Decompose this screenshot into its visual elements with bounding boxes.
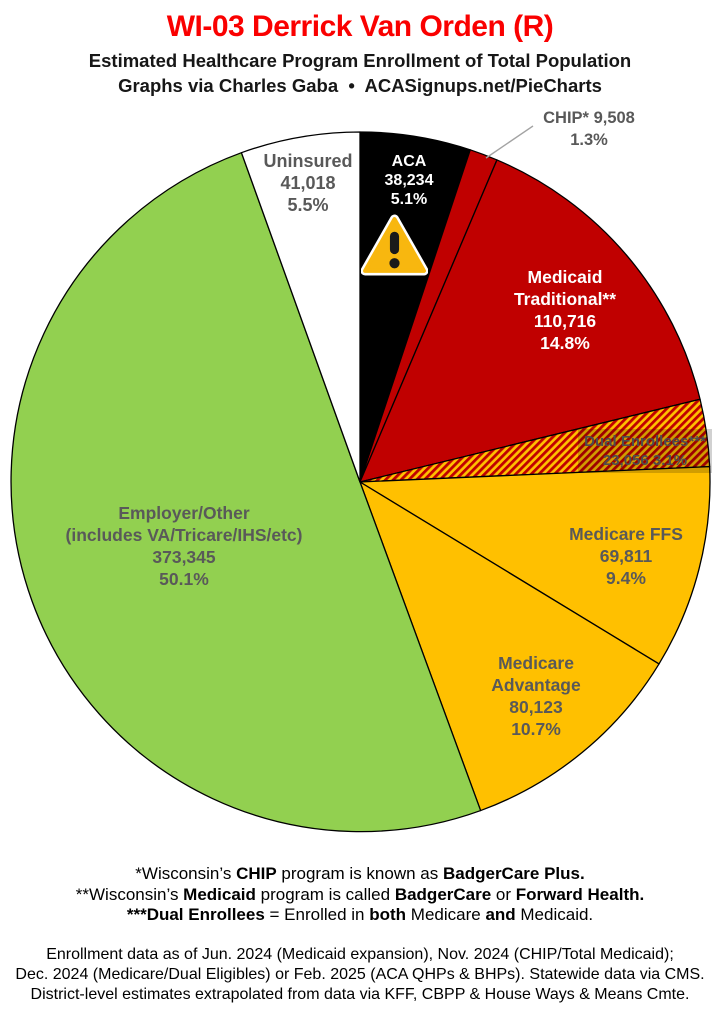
label-line-pct: 50.1% (159, 569, 209, 589)
label-line-value: 38,234 (384, 172, 434, 189)
footnote-line-2: **Wisconsin’s Medicaid program is called… (75, 884, 645, 904)
label-line-value: 110,716 (533, 311, 597, 331)
label-line-value: 69,811 (599, 546, 653, 566)
slice-label-employer-other: Employer/Other (includes VA/Tricare/IHS/… (66, 502, 303, 590)
slice-label-dual-enrollees: Dual Enrollees*** 23,056 3.1% (578, 429, 712, 473)
label-line-pct: 14.8% (540, 333, 590, 353)
label-line-name: ACA (391, 153, 427, 170)
slice-label-medicare-ffs: Medicare FFS 69,811 9.4% (569, 523, 683, 589)
pie-slice-medicaid-traditional (359, 159, 701, 483)
label-line-value: 373,345 (152, 547, 216, 567)
source-line-1: Enrollment data as of Jun. 2024 (Medicai… (46, 946, 674, 963)
warning-triangle-icon (360, 214, 429, 278)
source-line-2: Dec. 2024 (Medicare/Dual Eligibles) or F… (15, 966, 705, 983)
label-line-pct: 1.3% (570, 131, 608, 149)
label-line-value-pct: 23,056 3.1% (602, 452, 688, 469)
label-line-name-value: CHIP* 9,508 (543, 109, 635, 127)
label-line-pct: 5.1% (390, 191, 428, 208)
slice-label-medicaid-traditional: Medicaid Traditional** 110,716 14.8% (514, 266, 616, 354)
pie-slice-medicare-ffs (359, 465, 711, 665)
page-title: WI-03 Derrick Van Orden (R) (166, 10, 554, 43)
chip-leader-line (485, 125, 534, 159)
label-line-name2: Traditional** (513, 289, 617, 309)
footnotes: *Wisconsin’s CHIP program is known as Ba… (0, 864, 720, 926)
slice-label-uninsured: Uninsured 41,018 5.5% (263, 150, 352, 216)
label-line-pct: 5.5% (287, 195, 329, 215)
slice-label-medicare-advantage: Medicare Advantage 80,123 10.7% (491, 652, 580, 740)
label-line-pct: 10.7% (511, 719, 561, 739)
label-line-name: Uninsured (263, 151, 353, 171)
source-note: Enrollment data as of Jun. 2024 (Medicai… (0, 945, 720, 1005)
subtitle: Estimated Healthcare Program Enrollment … (88, 50, 632, 71)
label-line-name2: (includes VA/Tricare/IHS/etc) (65, 525, 303, 545)
label-line-name: Medicaid (527, 267, 603, 287)
pie-slice-medicare-advantage (359, 481, 660, 812)
label-line-name: Employer/Other (118, 503, 250, 523)
label-line-name: Medicare FFS (569, 524, 683, 544)
footnote-line-1: *Wisconsin’s CHIP program is known as Ba… (135, 864, 585, 883)
label-line-name: Medicare (498, 653, 574, 673)
slice-label-aca: ACA 38,234 5.1% (385, 152, 434, 209)
label-line-value: 80,123 (509, 697, 563, 717)
pie-slice-uninsured (240, 131, 361, 483)
slice-label-chip: CHIP* 9,508 1.3% (543, 107, 635, 151)
label-line-pct: 9.4% (606, 568, 646, 588)
byline: Graphs via Charles Gaba • ACASignups.net… (118, 75, 602, 96)
label-line-name: Dual Enrollees*** (584, 433, 706, 450)
footnote-line-3: ***Dual Enrollees = Enrolled in both Med… (126, 905, 594, 924)
source-line-3: District-level estimates extrapolated fr… (30, 986, 690, 1003)
label-line-name2: Advantage (491, 675, 581, 695)
pie-slice-employer-other (10, 152, 482, 833)
label-line-value: 41,018 (280, 173, 336, 193)
